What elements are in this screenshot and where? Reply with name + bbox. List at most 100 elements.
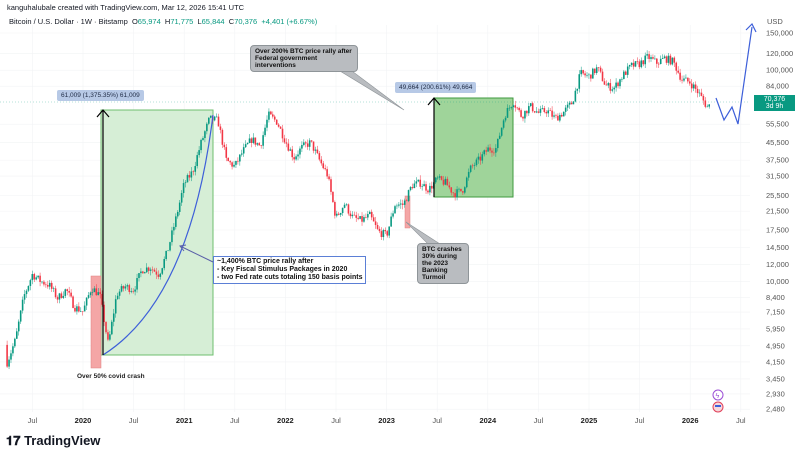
candle-body	[669, 55, 672, 65]
candle-body	[549, 110, 551, 112]
candle-body	[671, 57, 674, 65]
candle-body	[479, 156, 482, 161]
candle-body	[336, 213, 338, 216]
candle-body	[692, 84, 695, 89]
candle-body	[60, 293, 63, 298]
candle-body	[347, 204, 350, 214]
projection-path	[715, 26, 753, 125]
candle-body	[696, 88, 699, 94]
candle-body	[388, 226, 390, 236]
candle-body	[405, 200, 408, 202]
candle-body	[62, 295, 65, 298]
candle-body	[560, 114, 563, 117]
candle-body	[628, 64, 631, 67]
candle-body	[301, 144, 303, 149]
candle-body	[93, 288, 96, 293]
candle-body	[153, 269, 156, 272]
candle-body	[496, 138, 499, 149]
candle-body	[273, 116, 276, 120]
candle-body	[685, 77, 687, 79]
candle-body	[619, 79, 621, 87]
candle-body	[229, 161, 231, 163]
banking-crash-box	[404, 195, 411, 229]
candle-body	[99, 292, 101, 294]
price-axis[interactable]: 150,000 120,000 100,000 84,000 55,500 45,500 3…	[766, 29, 793, 414]
candle-body	[176, 211, 179, 217]
x-tick-label: Jul	[534, 416, 544, 425]
candle-body	[663, 56, 666, 59]
candle-body	[547, 110, 550, 114]
candle-body	[316, 149, 319, 154]
y-tick-label: 12,000	[766, 260, 789, 269]
note-line: - two Fed rate cuts totaling 150 basis p…	[217, 274, 363, 281]
tradingview-logo[interactable]: 𝟏𝟕 TradingView	[6, 433, 100, 449]
candle-body	[477, 156, 480, 160]
candle-body	[194, 166, 197, 172]
arrow-head-icon	[427, 97, 441, 106]
candle-body	[434, 177, 437, 183]
candle-body	[151, 269, 154, 271]
candle-body	[396, 205, 398, 207]
candle-body	[545, 112, 548, 114]
candle-body	[81, 311, 84, 312]
candle-body	[487, 147, 489, 152]
candle-body	[240, 153, 243, 155]
candle-body	[640, 60, 643, 68]
candle-body	[551, 110, 553, 117]
candle-body	[677, 70, 679, 73]
candle-body	[70, 292, 72, 297]
note-pointer-arrow	[179, 245, 214, 263]
candle-body	[652, 57, 654, 59]
candle-body	[281, 128, 284, 139]
currency-label: USD	[767, 17, 783, 26]
candle-body	[14, 338, 16, 347]
candle-body	[239, 154, 241, 162]
candle-body	[498, 135, 501, 139]
change-value: +4,401 (+6.67%)	[261, 17, 318, 26]
candle-body	[485, 150, 487, 152]
candle-body	[345, 204, 348, 206]
measure-label-2: 49,664 (200.61%) 49,664	[395, 82, 477, 93]
candle-body	[557, 115, 559, 121]
ideas-icon[interactable]	[712, 389, 724, 401]
candle-body	[681, 79, 683, 81]
candle-body	[244, 144, 247, 148]
candle-body	[440, 176, 443, 180]
time-axis[interactable]: Jul 2020 Jul 2021 Jul 2022 Jul 2023 Jul 2024 Jul 20…	[28, 416, 746, 425]
candle-body	[95, 288, 98, 296]
candle-body	[308, 140, 311, 147]
candle-body	[246, 143, 249, 145]
candle-body	[235, 160, 237, 165]
candle-body	[411, 187, 414, 189]
candle-body	[510, 107, 513, 108]
candle-body	[419, 179, 422, 187]
candle-body	[285, 142, 288, 144]
candle-body	[31, 274, 34, 281]
candle-body	[533, 111, 536, 113]
candle-body	[297, 154, 299, 157]
candle-body	[237, 160, 239, 162]
candle-body	[45, 284, 47, 286]
arrow-head-icon	[179, 244, 187, 252]
candle-body	[623, 71, 625, 79]
candle-body	[66, 289, 69, 291]
candle-body	[130, 291, 133, 292]
candle-body	[491, 150, 493, 153]
arrow-head-icon	[745, 22, 757, 33]
last-price-value: 70,376	[763, 96, 786, 103]
candle-body	[638, 61, 641, 68]
y-tick-label: 3,450	[766, 374, 785, 383]
covid-crash-box	[90, 275, 102, 369]
y-tick-label: 2,930	[766, 389, 785, 398]
candle-body	[489, 147, 491, 151]
candle-body	[208, 117, 210, 124]
candle-body	[105, 322, 107, 333]
candle-body	[636, 61, 639, 62]
candle-body	[537, 111, 540, 113]
candle-body	[572, 101, 575, 105]
tv-logo-icon: 𝟏𝟕	[6, 433, 25, 448]
candle-body	[429, 185, 431, 193]
candle-body	[675, 62, 678, 71]
candle-body	[155, 271, 158, 275]
